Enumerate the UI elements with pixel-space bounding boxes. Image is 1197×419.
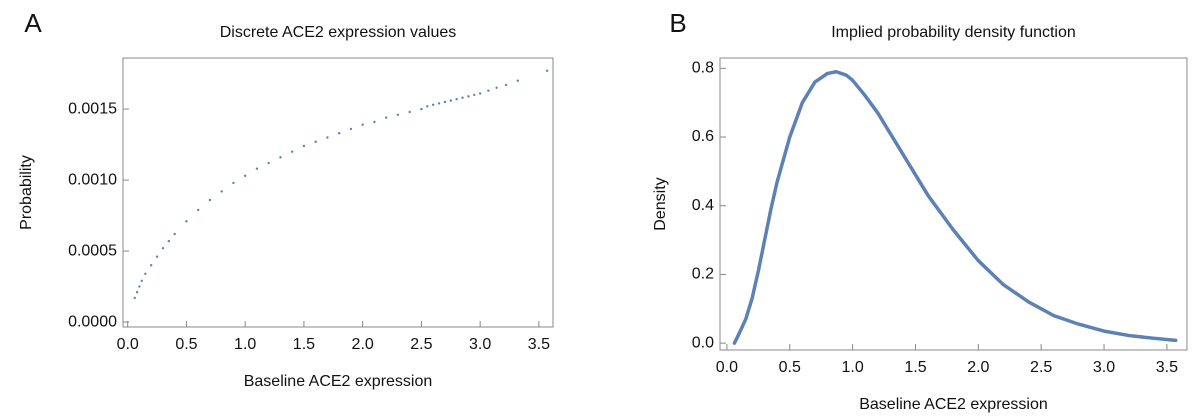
x-tick-label: 2.5 [1030, 359, 1052, 376]
data-point [314, 140, 317, 143]
x-tick-label: 1.5 [293, 336, 315, 353]
x-tick-label: 1.5 [904, 359, 926, 376]
y-tick-label: 0.0 [692, 334, 714, 351]
data-point [443, 100, 447, 104]
y-axis-label: Density [652, 177, 669, 230]
data-point [220, 190, 223, 193]
x-tick-label: 2.0 [352, 336, 374, 353]
data-point [144, 272, 147, 275]
x-tick-label: 3.5 [1156, 359, 1178, 376]
chart-title: Implied probability density function [831, 24, 1076, 41]
data-point [449, 99, 452, 102]
y-axis-label: Probability [18, 155, 35, 230]
x-axis-label: Baseline ACE2 expression [244, 373, 433, 390]
panel-letter: A [24, 8, 42, 38]
plot-frame [122, 57, 554, 328]
data-point [431, 103, 435, 107]
data-point [487, 89, 490, 92]
y-tick-label: 0.0015 [68, 100, 117, 117]
x-axis-label: Baseline ACE2 expression [859, 396, 1048, 413]
data-point [326, 136, 329, 139]
x-tick-label: 1.0 [234, 336, 256, 353]
data-point [467, 95, 470, 98]
data-point [504, 83, 508, 87]
data-point [545, 69, 549, 72]
data-point [155, 255, 159, 258]
x-tick-label: 2.0 [967, 359, 989, 376]
data-point [461, 96, 464, 99]
data-point [361, 123, 364, 126]
data-point [290, 150, 294, 153]
data-point [149, 264, 153, 267]
y-tick-label: 0.6 [692, 128, 714, 145]
x-tick-label: 3.0 [469, 336, 491, 353]
data-point [516, 79, 519, 82]
data-point [337, 132, 341, 135]
data-point [349, 127, 353, 131]
data-point [173, 232, 176, 236]
y-tick-label: 0.8 [692, 60, 714, 77]
y-tick-label: 0.0005 [68, 242, 117, 259]
data-point [408, 110, 411, 114]
data-point [232, 181, 235, 185]
chart-title: Discrete ACE2 expression values [220, 24, 457, 41]
data-point [167, 239, 171, 243]
x-tick-label: 0.0 [117, 336, 139, 353]
data-point [196, 208, 200, 212]
x-tick-label: 0.0 [716, 359, 738, 376]
data-point [135, 291, 139, 294]
data-point [495, 86, 498, 90]
y-tick-label: 0.0010 [68, 171, 117, 188]
data-point [133, 296, 136, 300]
plot-frame [719, 57, 1188, 351]
data-point [473, 93, 476, 97]
y-tick-label: 0.4 [692, 197, 714, 214]
y-tick-label: 0.2 [692, 266, 714, 283]
data-point [243, 174, 247, 178]
data-point [255, 167, 259, 170]
data-point [161, 247, 165, 250]
data-point [384, 116, 388, 119]
data-point [455, 97, 458, 101]
x-tick-label: 0.5 [175, 336, 197, 353]
y-tick-label: 0.0000 [68, 313, 117, 330]
data-point [426, 105, 429, 108]
x-tick-label: 3.5 [528, 336, 550, 353]
data-point [396, 113, 400, 116]
x-tick-label: 0.5 [779, 359, 801, 376]
density-line [732, 69, 1178, 345]
data-point [185, 220, 188, 223]
x-tick-label: 1.0 [841, 359, 863, 376]
data-point [373, 120, 376, 124]
panel-letter: B [669, 8, 686, 38]
data-point [279, 156, 282, 159]
data-point [208, 198, 212, 202]
data-point [138, 285, 141, 288]
data-point [302, 144, 306, 148]
data-point [420, 107, 423, 111]
data-point [140, 279, 143, 283]
data-point [267, 161, 270, 165]
data-point [437, 102, 441, 105]
x-tick-label: 3.0 [1093, 359, 1115, 376]
data-point [478, 92, 482, 95]
x-tick-label: 2.5 [410, 336, 432, 353]
